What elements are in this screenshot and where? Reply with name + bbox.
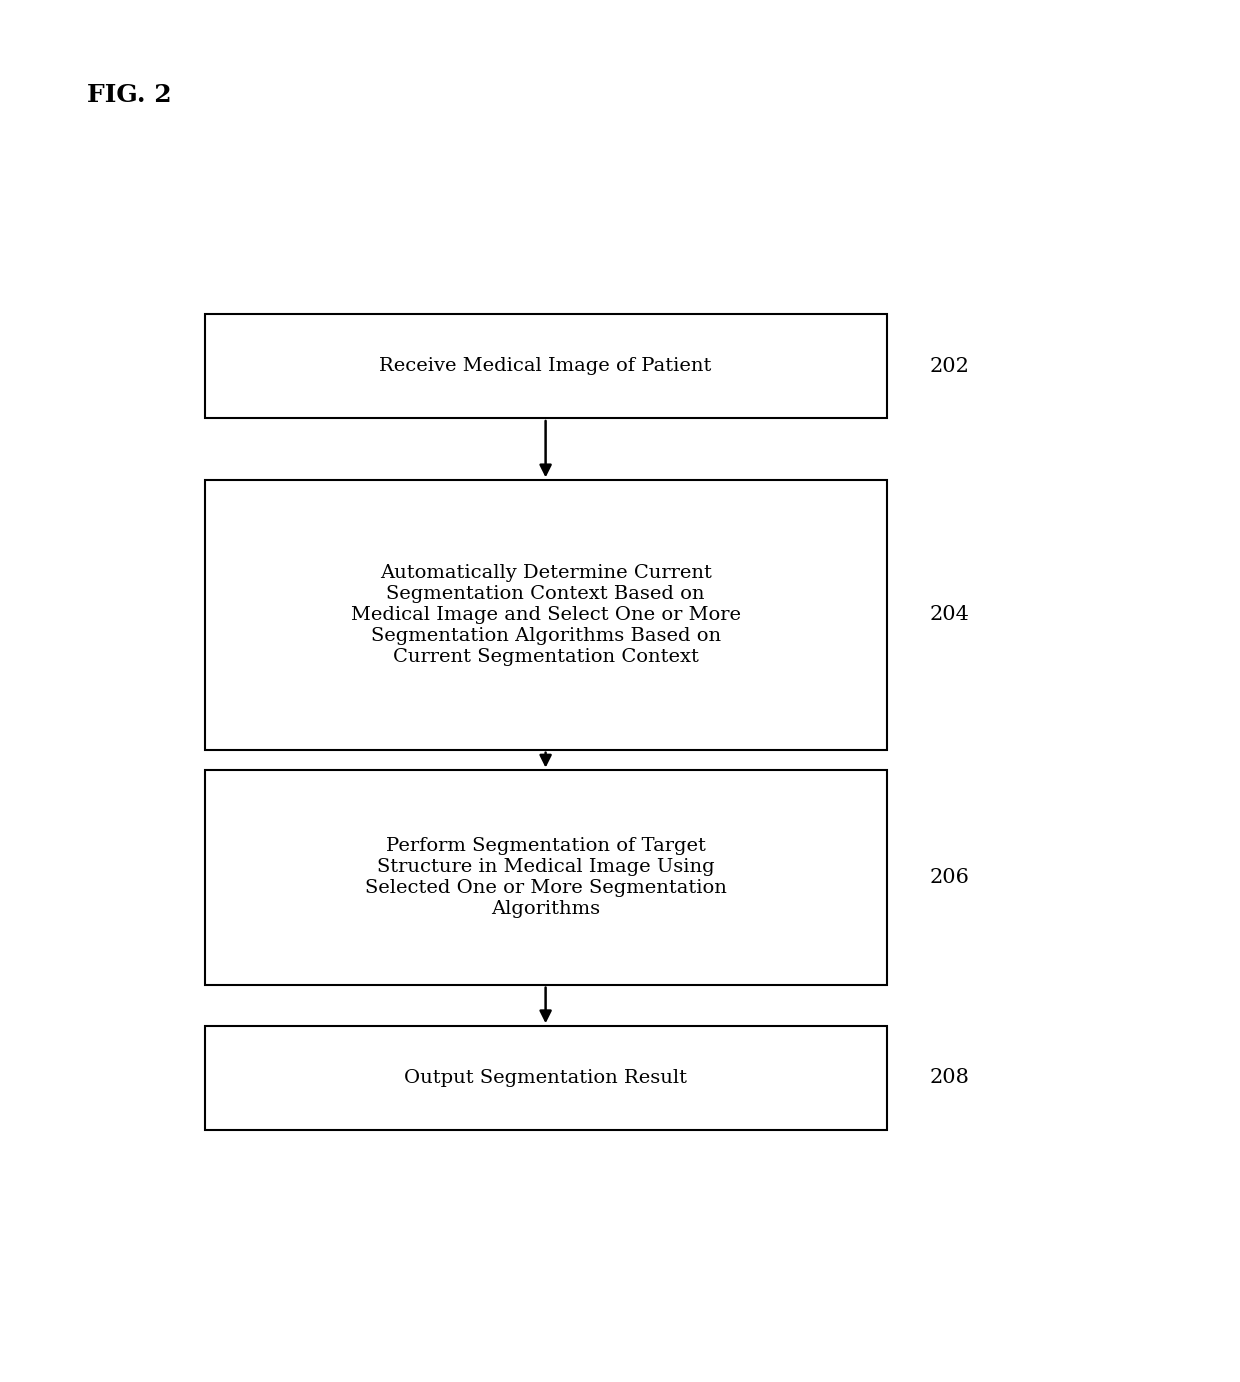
Text: FIG. 2: FIG. 2 bbox=[87, 83, 171, 106]
FancyBboxPatch shape bbox=[205, 771, 887, 984]
FancyBboxPatch shape bbox=[205, 315, 887, 417]
FancyBboxPatch shape bbox=[205, 1025, 887, 1130]
Text: 208: 208 bbox=[930, 1068, 970, 1088]
Text: 206: 206 bbox=[930, 868, 970, 887]
Text: Perform Segmentation of Target
Structure in Medical Image Using
Selected One or : Perform Segmentation of Target Structure… bbox=[365, 837, 727, 918]
Text: Receive Medical Image of Patient: Receive Medical Image of Patient bbox=[379, 357, 712, 376]
Text: 202: 202 bbox=[930, 357, 970, 376]
Text: Automatically Determine Current
Segmentation Context Based on
Medical Image and : Automatically Determine Current Segmenta… bbox=[351, 564, 740, 666]
Text: 204: 204 bbox=[930, 605, 970, 625]
FancyBboxPatch shape bbox=[205, 480, 887, 749]
Text: Output Segmentation Result: Output Segmentation Result bbox=[404, 1068, 687, 1088]
